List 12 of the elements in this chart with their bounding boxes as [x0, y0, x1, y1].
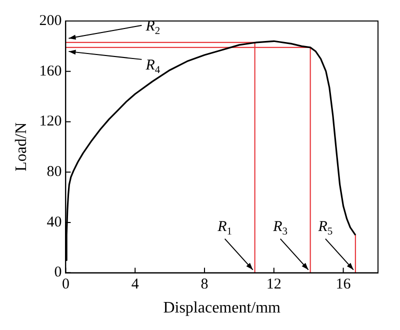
y-tick-label: 200: [39, 12, 62, 29]
y-tick-label: 120: [39, 114, 62, 130]
x-tick-label: 16: [336, 276, 352, 293]
x-tick-label: 8: [200, 276, 208, 293]
x-tick-label: 4: [131, 276, 140, 293]
y-tick-label: 80: [46, 164, 62, 180]
y-tick-label: 160: [39, 63, 62, 80]
y-tick-label: 40: [46, 214, 62, 230]
x-axis-title: Displacement/mm: [163, 300, 282, 317]
y-axis-title: Load/N: [12, 122, 30, 172]
x-tick-label: 12: [266, 276, 282, 293]
y-tick-label: 0: [54, 264, 62, 281]
